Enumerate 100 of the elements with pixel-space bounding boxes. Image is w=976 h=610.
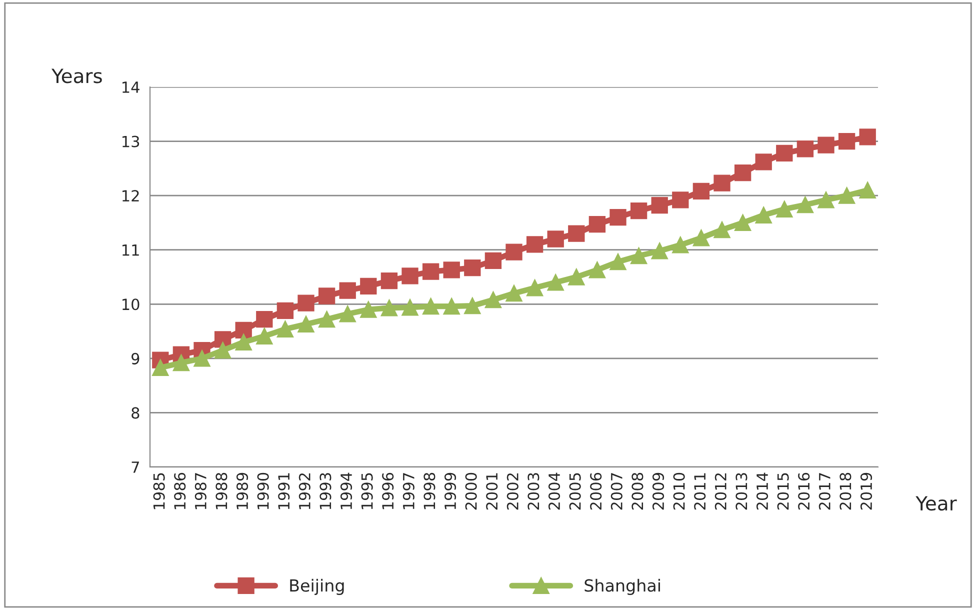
point	[734, 214, 752, 232]
point	[214, 342, 232, 359]
point	[360, 278, 377, 295]
point	[776, 200, 793, 218]
y-tick-label: 14	[122, 82, 140, 93]
x-tick-label: 1990	[257, 472, 269, 510]
point	[838, 132, 856, 150]
y-tick-label: 7	[132, 462, 139, 473]
point	[610, 208, 626, 226]
x-tick-label: 1987	[194, 473, 206, 510]
x-tick-label: 2003	[528, 473, 540, 510]
x-tick-label: 2002	[506, 473, 518, 510]
y-tick-label: 12	[122, 190, 139, 202]
point	[484, 252, 502, 270]
point	[276, 320, 294, 338]
x-tick-label: 2017	[818, 473, 830, 510]
x-tick-label: 2013	[736, 473, 748, 510]
point	[859, 182, 876, 198]
x-axis-title: Year	[916, 496, 957, 511]
x-tick-label: 1994	[340, 472, 352, 510]
point	[692, 230, 710, 246]
point	[256, 311, 273, 328]
legend-label: Shanghai	[584, 578, 660, 595]
point	[380, 300, 398, 316]
point	[651, 197, 668, 214]
point	[796, 196, 814, 214]
x-tick-label: 2018	[840, 472, 852, 510]
x-tick-label: 2009	[652, 472, 664, 510]
point	[422, 298, 440, 315]
point	[547, 230, 564, 248]
point	[380, 272, 398, 290]
x-tick-label: 1997	[402, 473, 414, 510]
y-tick-label: 10	[122, 298, 140, 310]
point	[588, 262, 606, 278]
point	[276, 302, 294, 319]
x-tick-label: 2001	[486, 473, 498, 510]
y-tick-label: 8	[132, 407, 140, 419]
point	[235, 322, 252, 339]
point	[402, 268, 418, 284]
point	[172, 354, 190, 372]
point	[484, 291, 502, 308]
point	[734, 164, 752, 182]
point	[422, 263, 440, 280]
x-tick-label: 1985	[153, 473, 165, 510]
x-tick-label: 2010	[673, 472, 685, 510]
point	[630, 202, 648, 220]
x-tick-label: 2007	[610, 473, 622, 510]
x-tick-label: 1986	[174, 472, 186, 510]
legend-label: Beijing	[290, 578, 344, 595]
x-tick-label: 2015	[777, 473, 789, 510]
point	[339, 306, 356, 322]
point	[360, 301, 377, 318]
x-tick-label: 1993	[320, 473, 332, 510]
point	[859, 128, 876, 146]
point	[818, 136, 834, 154]
point	[547, 274, 564, 291]
point	[506, 244, 522, 260]
point	[152, 359, 169, 376]
y-tick-label: 13	[122, 136, 140, 148]
x-tick-label: 2011	[694, 473, 706, 510]
point	[194, 350, 210, 367]
x-tick-label: 2004	[548, 472, 560, 510]
x-tick-label: 1998	[424, 472, 436, 510]
point	[318, 311, 336, 328]
x-tick-label: 2008	[632, 472, 644, 510]
point	[464, 297, 481, 314]
x-tick-label: 1996	[382, 472, 394, 510]
point	[443, 298, 460, 315]
point	[526, 236, 544, 253]
point	[506, 284, 522, 302]
point	[568, 268, 585, 286]
point	[526, 280, 544, 296]
point	[318, 288, 336, 304]
point	[235, 334, 252, 350]
point	[464, 259, 481, 276]
point	[402, 299, 418, 316]
point	[610, 253, 626, 270]
point	[818, 192, 834, 208]
point	[776, 144, 793, 162]
x-tick-label: 1991	[278, 473, 290, 510]
point	[692, 182, 710, 200]
y-tick-label: 11	[122, 244, 139, 256]
point	[630, 247, 648, 264]
point	[588, 216, 606, 233]
point	[568, 225, 585, 242]
x-tick-label: 2005	[569, 473, 581, 510]
y-tick-label: 9	[132, 352, 140, 364]
x-tick-label: 2012	[714, 473, 726, 510]
x-tick-label: 2016	[798, 472, 810, 510]
point	[298, 294, 314, 312]
point	[714, 221, 730, 238]
x-tick-label: 2014	[756, 472, 768, 510]
point	[651, 242, 668, 260]
point	[672, 192, 689, 208]
x-tick-label: 1988	[216, 472, 228, 510]
x-tick-label: 1999	[444, 472, 456, 510]
point	[755, 206, 772, 224]
point	[672, 236, 689, 254]
point	[755, 154, 772, 170]
x-tick-label: 1992	[298, 473, 310, 510]
